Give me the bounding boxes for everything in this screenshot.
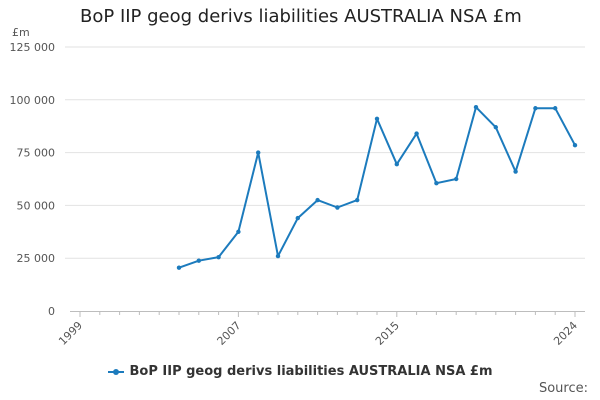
x-tick-label: 2015: [373, 319, 402, 348]
data-point: [335, 205, 340, 210]
data-point: [533, 106, 538, 111]
data-point: [176, 265, 182, 270]
x-tick-label: 2024: [551, 319, 580, 348]
data-point: [434, 181, 439, 186]
y-axis-ticks: 0 25 000 50 000 75 000 100 000 125 000: [10, 41, 56, 318]
data-point: [493, 125, 498, 130]
y-tick-label: 0: [48, 305, 55, 318]
data-point: [572, 143, 578, 148]
data-point: [473, 104, 479, 110]
data-point: [414, 131, 419, 136]
y-tick-label: 75 000: [17, 147, 56, 160]
data-point: [196, 258, 201, 263]
data-point: [355, 197, 360, 203]
data-point: [374, 116, 380, 122]
data-point: [295, 215, 300, 221]
y-tick-label: 25 000: [17, 252, 56, 265]
y-axis-unit-label: £m: [12, 26, 30, 39]
x-tick-label: 1999: [56, 319, 85, 348]
gridlines: [65, 46, 585, 259]
data-point: [553, 106, 558, 111]
legend-swatch: [107, 368, 124, 375]
series-layer: [176, 104, 578, 270]
chart-title: BoP IIP geog derivs liabilities AUSTRALI…: [80, 6, 522, 27]
data-point: [275, 253, 281, 259]
data-point: [394, 162, 399, 167]
legend-label: BoP IIP geog derivs liabilities AUSTRALI…: [129, 364, 493, 379]
data-point: [315, 197, 320, 203]
y-tick-label: 125 000: [10, 41, 56, 54]
data-point: [513, 169, 518, 174]
x-tick-label: 2007: [215, 319, 244, 348]
data-point: [256, 150, 261, 155]
data-point: [236, 229, 241, 234]
y-tick-label: 100 000: [10, 94, 56, 107]
y-tick-label: 50 000: [17, 199, 56, 212]
data-point: [216, 254, 221, 260]
source-label: Source:: [538, 381, 588, 396]
series-line: [178, 106, 576, 269]
data-point: [454, 176, 459, 182]
legend: BoP IIP geog derivs liabilities AUSTRALI…: [0, 364, 600, 379]
x-axis-ticks: 1999 2007 2015 2024: [56, 311, 580, 348]
